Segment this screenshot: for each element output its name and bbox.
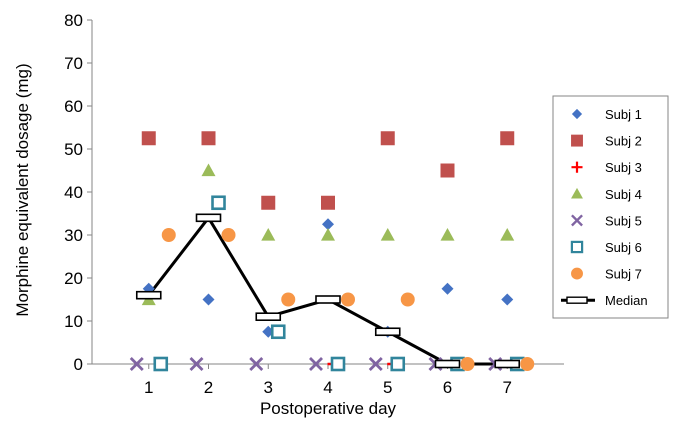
data-point: [321, 228, 335, 241]
legend: Subj 1 Subj 2 Subj 3 Subj 4 Subj 5 Subj 6 Subj…: [552, 95, 669, 319]
data-point: [520, 357, 535, 371]
x-axis-title: Postoperative day: [260, 399, 397, 418]
legend-swatch: [571, 187, 583, 199]
legend-label: Subj 1: [605, 107, 642, 122]
data-point: [141, 131, 156, 146]
legend-item: Subj 4: [571, 187, 642, 202]
y-tick-label: 0: [74, 355, 83, 374]
median-point: [374, 327, 401, 337]
data-point: [281, 292, 296, 307]
y-tick-label: 50: [64, 140, 83, 159]
legend-item: Subj 5: [571, 213, 642, 228]
data-point: [129, 357, 144, 371]
legend-item: Subj 7: [571, 267, 642, 282]
data-point: [322, 218, 334, 231]
data-point: [221, 228, 236, 242]
data-point: [400, 292, 415, 307]
x-tick-label: 2: [204, 378, 213, 397]
data-point: [270, 324, 286, 340]
data-point: [202, 293, 215, 306]
legend-swatch: [571, 108, 583, 120]
data-point: [330, 356, 346, 372]
x-tick-label: 6: [443, 378, 452, 397]
legend-label: Subj 2: [605, 134, 642, 149]
y-tick-label: 20: [64, 269, 83, 288]
median-point: [315, 295, 341, 304]
x-tick-label: 4: [323, 378, 332, 397]
median-point: [434, 359, 461, 369]
data-point: [261, 195, 276, 210]
data-point: [261, 228, 276, 241]
median-point: [255, 312, 282, 322]
legend-item: Median: [561, 293, 648, 308]
data-point: [500, 228, 515, 241]
legend-swatch-marker: [566, 296, 588, 304]
data-point: [321, 195, 335, 210]
data-point: [201, 131, 216, 146]
data-point: [249, 357, 264, 371]
data-point: [501, 293, 514, 306]
y-tick-label: 60: [64, 97, 83, 116]
data-point: [440, 228, 455, 241]
median-point: [494, 359, 521, 369]
data-point: [460, 357, 475, 371]
legend-swatch: [571, 214, 583, 227]
x-tick-label: 7: [503, 378, 512, 397]
y-tick-label: 40: [64, 183, 83, 202]
tick-labels: 0 10 20 30 40 50 60 70 80 1 2 3 4 5 6 7: [64, 11, 512, 397]
data-point: [441, 282, 454, 295]
legend-swatch: [571, 134, 583, 147]
legend-item: Subj 1: [571, 107, 642, 122]
data-points: [129, 131, 535, 372]
data-point: [341, 292, 355, 307]
data-point: [201, 163, 216, 177]
y-tick-label: 30: [64, 226, 83, 245]
legend-swatch: [571, 267, 583, 280]
data-point: [500, 131, 515, 146]
axes: [87, 19, 564, 369]
data-point: [380, 131, 395, 146]
data-point: [153, 356, 169, 372]
data-point: [161, 228, 176, 242]
legend-label: Subj 4: [605, 187, 642, 202]
y-tick-label: 80: [64, 11, 83, 30]
legend-swatch: [571, 161, 583, 173]
legend-item: Subj 3: [571, 160, 642, 175]
y-tick-label: 70: [64, 54, 83, 73]
data-point: [189, 357, 204, 371]
legend-swatch: [570, 240, 584, 254]
legend-item: Subj 6: [570, 240, 642, 255]
data-point: [390, 356, 406, 372]
data-point: [380, 228, 395, 241]
data-point: [309, 357, 323, 371]
x-tick-label: 3: [264, 378, 273, 397]
data-point: [440, 163, 455, 178]
data-point: [368, 357, 383, 371]
y-axis-title: Morphine equivalent dosage (mg): [13, 63, 32, 316]
data-point: [211, 195, 226, 211]
legend-item: Subj 2: [571, 134, 642, 149]
median-point: [195, 213, 222, 223]
x-tick-label: 1: [144, 378, 153, 397]
legend-label: Subj 5: [605, 213, 642, 228]
median-point: [135, 290, 162, 300]
legend-label: Subj 6: [605, 240, 642, 255]
median-markers: [135, 213, 521, 369]
legend-label: Subj 7: [605, 267, 642, 282]
y-tick-label: 10: [64, 312, 83, 331]
legend-label: Median: [605, 293, 648, 308]
legend-label: Subj 3: [605, 160, 642, 175]
legend-box: [552, 95, 669, 319]
x-tick-label: 5: [383, 378, 392, 397]
